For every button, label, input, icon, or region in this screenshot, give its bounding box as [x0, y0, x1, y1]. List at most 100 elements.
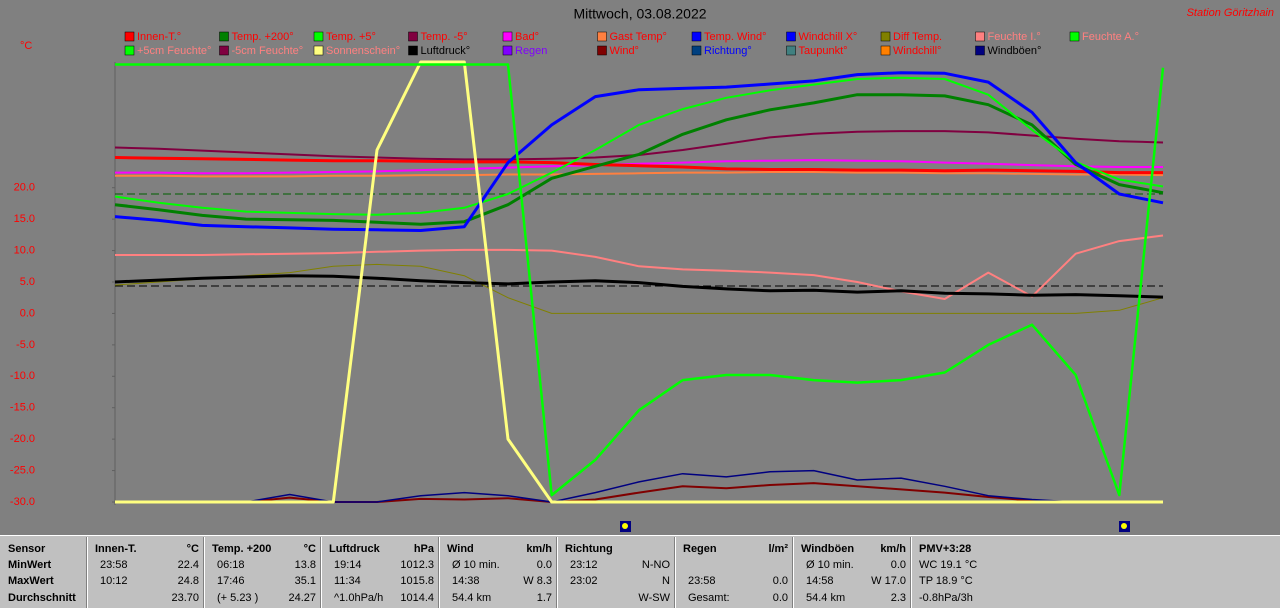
column-header: Regen	[683, 543, 717, 555]
series-line	[115, 469, 1163, 503]
column-unit: °C	[187, 543, 199, 555]
cell-value: 0.0	[773, 575, 788, 587]
cell-value: 1012.3	[400, 559, 434, 571]
y-tick-label: -10.0	[10, 370, 35, 382]
legend-swatch	[502, 31, 513, 42]
row-label: MinWert	[8, 559, 52, 571]
legend-swatch	[408, 31, 418, 42]
cell-value: W-SW	[638, 592, 670, 604]
station-name: Station Göritzhain	[1187, 7, 1274, 19]
legend-swatch	[313, 45, 324, 56]
legend-label: Sonnenschein°	[326, 45, 400, 57]
legend-label: Regen	[515, 45, 547, 57]
y-tick-label: -15.0	[10, 402, 35, 414]
cell: (+ 5.23 )	[217, 592, 258, 604]
cell-value: 0.0	[537, 559, 552, 571]
row-label: Durchschnitt	[8, 592, 76, 604]
legend-label: Temp. Wind°	[704, 31, 766, 43]
cell: 54.4 km	[452, 592, 491, 604]
legend-label: Richtung°	[704, 45, 752, 57]
series-line	[114, 93, 1164, 226]
column-header: Wind	[447, 543, 474, 555]
cell: 14:38	[452, 575, 480, 587]
summary-table: Sensor MinWert MaxWert Durchschnitt Innen-T.…	[0, 535, 1280, 608]
legend-swatch	[502, 45, 513, 56]
cell: 11:34	[334, 575, 361, 587]
cell-value: N	[662, 575, 670, 587]
column-unit: km/h	[526, 543, 552, 555]
cell: 14:58	[806, 575, 834, 587]
series-line	[115, 171, 1164, 178]
legend-swatch	[1069, 31, 1080, 42]
cell-value: 24.8	[178, 575, 199, 587]
cell-value: 24.27	[288, 592, 316, 604]
cell: WC 19.1 °C	[919, 559, 977, 571]
cell: 10:12	[100, 575, 128, 587]
cell: 23:58	[100, 559, 128, 571]
legend-label: Diff Temp.	[893, 31, 942, 43]
cell: 17:46	[217, 575, 245, 587]
column-unit: °C	[304, 543, 316, 555]
legend-label: Wind°	[610, 45, 639, 57]
legend-swatch	[313, 31, 324, 42]
column-header: Windböen	[801, 543, 854, 555]
day-icon	[620, 521, 631, 532]
legend-swatch	[786, 31, 796, 42]
cell-value: 23.70	[171, 592, 199, 604]
legend-label: Temp. -5°	[421, 31, 468, 43]
y-tick-label: -20.0	[10, 433, 35, 445]
legend-label: -5cm Feuchte°	[232, 45, 304, 57]
column-header: Innen-T.	[95, 543, 137, 555]
column-header: Richtung	[565, 543, 613, 555]
legend-label: Temp. +200°	[232, 31, 294, 43]
column-unit: km/h	[880, 543, 906, 555]
cell-value: 2.3	[891, 592, 906, 604]
y-tick-label: -30.0	[10, 496, 35, 508]
y-tick-label: 5.0	[20, 276, 35, 288]
series-line	[114, 71, 1164, 232]
cell: ^1.0hPa/h	[334, 592, 383, 604]
row-label: MaxWert	[8, 575, 54, 587]
legend-label: Taupunkt°	[799, 45, 848, 57]
cell: TP 18.9 °C	[919, 575, 973, 587]
legend-label: Temp. +5°	[326, 31, 376, 43]
cell: 23:12	[570, 559, 598, 571]
legend-swatch	[219, 31, 229, 42]
cell-value: 0.0	[891, 559, 906, 571]
cell: Ø 10 min.	[452, 559, 500, 571]
cell-value: 13.8	[295, 559, 316, 571]
series-line	[114, 274, 1164, 299]
series-line	[115, 234, 1164, 300]
chart-title: Mittwoch, 03.08.2022	[573, 6, 706, 22]
column-unit: l/m²	[768, 543, 788, 555]
table-background	[0, 535, 1280, 608]
cell-value: 0.0	[773, 592, 788, 604]
y-axis-label: °C	[20, 40, 32, 52]
chart: Mittwoch, 03.08.2022 Station Göritzhain …	[9, 5, 1274, 532]
cell: Ø 10 min.	[806, 559, 854, 571]
legend-label: Feuchte I.°	[988, 31, 1041, 43]
cell: 54.4 km	[806, 592, 845, 604]
cell: 23:58	[688, 575, 716, 587]
legend-label: Bad°	[515, 31, 539, 43]
series-line	[114, 263, 1164, 314]
y-tick-label: -25.0	[10, 464, 35, 476]
legend-label: +5cm Feuchte°	[137, 45, 211, 57]
legend-label: Innen-T.°	[137, 31, 181, 43]
legend-swatch	[124, 31, 135, 42]
cell-value: 22.4	[178, 559, 199, 571]
legend-swatch	[219, 45, 229, 56]
legend-swatch	[975, 31, 985, 42]
cell: 23:02	[570, 575, 598, 587]
y-tick-label: -5.0	[16, 339, 35, 351]
series-line	[115, 60, 1163, 504]
cell-value: W 8.3	[523, 575, 552, 587]
cell-value: 1015.8	[400, 575, 434, 587]
cell: 19:14	[334, 559, 362, 571]
y-tick-label: 20.0	[14, 182, 35, 194]
series-line	[115, 482, 1163, 503]
legend-label: Windböen°	[988, 45, 1042, 57]
cell-value: W 17.0	[871, 575, 906, 587]
legend-swatch	[408, 45, 418, 56]
